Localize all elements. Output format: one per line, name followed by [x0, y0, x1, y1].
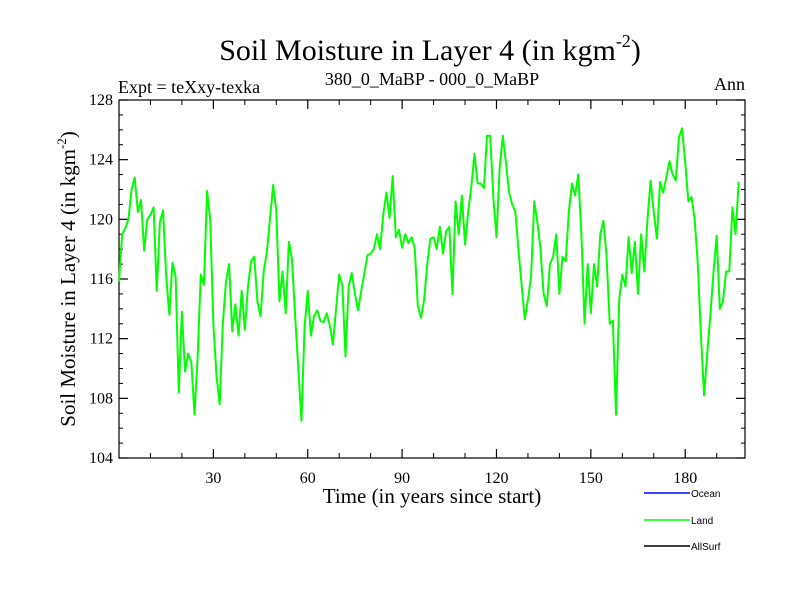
y-axis-label: Soil Moisture in Layer 4 (in kgm-2)	[54, 131, 80, 426]
y-tick-label-108: 108	[89, 390, 113, 407]
x-tick-label-60: 60	[300, 470, 316, 487]
legend: Ocean Land AllSurf	[644, 489, 721, 553]
legend-label-allsurf: AllSurf	[691, 542, 721, 553]
chart-title-sup: -2	[616, 31, 631, 51]
x-tick-label-180: 180	[673, 470, 697, 487]
subtitle-left: Expt = teXxy-texka	[118, 77, 260, 97]
series-layer	[118, 127, 740, 422]
chart-title-close: )	[631, 34, 641, 67]
subtitle-right: Ann	[714, 74, 745, 94]
y-tick-label-128: 128	[89, 92, 113, 109]
y-tick-label-104: 104	[89, 450, 113, 467]
legend-label-land: Land	[691, 516, 713, 527]
y-axis-label-close: )	[56, 131, 80, 138]
legend-label-ocean: Ocean	[691, 489, 720, 500]
series-line-land	[118, 127, 740, 422]
y-tick-label-112: 112	[90, 331, 113, 348]
x-tick-label-150: 150	[579, 470, 603, 487]
x-tick-label-30: 30	[205, 470, 221, 487]
y-tick-label-124: 124	[89, 152, 113, 169]
y-axis-label-main: Soil Moisture in Layer 4 (in kgm	[56, 149, 80, 427]
y-axis-label-sup: -2	[54, 138, 69, 149]
y-tick-label-116: 116	[90, 271, 113, 288]
subtitle-center: 380_0_MaBP - 000_0_MaBP	[325, 69, 539, 89]
chart-title-main: Soil Moisture in Layer 4 (in kgm	[219, 34, 616, 67]
x-tick-label-120: 120	[484, 470, 508, 487]
y-axis: 104 108 112 116 120 124 128	[89, 92, 745, 467]
chart-title: Soil Moisture in Layer 4 (in kgm-2)	[219, 31, 641, 67]
x-tick-label-90: 90	[394, 470, 410, 487]
x-axis: 30 60 90 120 150 180	[149, 100, 718, 487]
y-tick-label-120: 120	[89, 211, 113, 228]
x-axis-label: Time (in years since start)	[323, 484, 542, 508]
